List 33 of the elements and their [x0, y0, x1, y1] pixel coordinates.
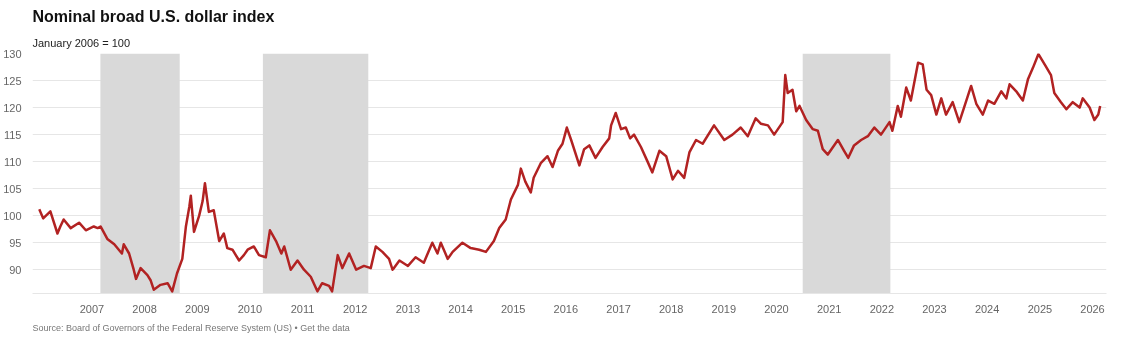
x-tick-label: 2021	[817, 302, 842, 315]
x-tick-label: 2018	[658, 302, 684, 315]
y-tick-label: 120	[3, 101, 22, 114]
line-series	[38, 53, 1102, 293]
y-tick-label: 130	[3, 47, 22, 60]
x-tick-label: 2023	[922, 302, 947, 315]
y-tick-label: 105	[3, 182, 22, 195]
x-tick-label: 2007	[79, 302, 105, 315]
y-tick-label: 110	[3, 155, 22, 168]
x-tick-label: 2019	[711, 302, 737, 315]
x-tick-label: 2015	[500, 302, 526, 315]
x-tick-label: 2011	[290, 302, 315, 315]
y-tick-label: 125	[3, 74, 22, 87]
x-tick-label: 2010	[237, 302, 263, 315]
x-tick-label: 2009	[185, 302, 210, 315]
x-tick-label: 2013	[395, 302, 421, 315]
chart-subtitle: January 2006 = 100	[32, 36, 131, 49]
x-tick-label: 2016	[553, 302, 579, 315]
x-tick-label: 2008	[132, 302, 157, 315]
x-tick-label: 2024	[974, 302, 1000, 315]
y-tick-label: 100	[3, 209, 22, 222]
x-tick-label: 2025	[1027, 302, 1053, 315]
y-tick-label: 90	[9, 263, 22, 276]
x-tick-label: 2012	[342, 302, 368, 315]
chart-title: Nominal broad U.S. dollar index	[32, 7, 275, 25]
y-tick-label: 115	[3, 128, 22, 141]
x-tick-label: 2014	[448, 302, 473, 315]
x-tick-label: 2026	[1080, 302, 1105, 315]
source-note: Source: Board of Governors of the Federal Reserve System (US) • Get the data	[32, 322, 350, 333]
x-tick-label: 2022	[869, 302, 895, 315]
x-tick-label: 2020	[764, 302, 789, 315]
y-tick-label: 95	[9, 236, 22, 249]
x-tick-label: 2017	[606, 302, 631, 315]
